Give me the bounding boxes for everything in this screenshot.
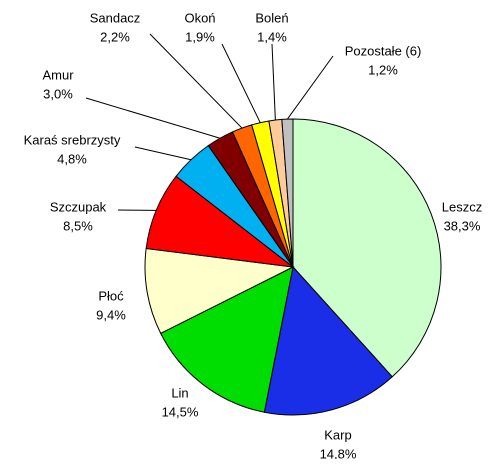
leader-line xyxy=(272,44,275,120)
slice-label: Boleń xyxy=(255,10,288,25)
slice-label: Pozostałe (6) xyxy=(345,43,422,58)
slice-label: Płoć xyxy=(98,288,124,303)
leader-line xyxy=(222,44,260,123)
slice-value-label: 14,8% xyxy=(320,446,357,459)
slice-value-label: 1,2% xyxy=(368,62,398,77)
slice-label: Sandacz xyxy=(90,10,141,25)
slice-value-label: 3,0% xyxy=(43,86,73,101)
slice-value-label: 1,4% xyxy=(257,29,287,44)
slice-value-label: 2,2% xyxy=(100,29,130,44)
slice-value-label: 38,3% xyxy=(444,218,481,233)
slice-label: Okoń xyxy=(184,10,215,25)
slice-value-label: 8,5% xyxy=(63,218,93,233)
leader-line xyxy=(135,147,191,160)
slice-label: Karp xyxy=(324,427,351,442)
slice-label: Lin xyxy=(171,385,188,400)
leader-line xyxy=(150,34,242,128)
slice-label: Karaś srebrzysty xyxy=(24,132,121,147)
leader-line xyxy=(287,56,333,119)
slice-value-label: 14,5% xyxy=(162,404,199,419)
slice-value-label: 9,4% xyxy=(96,307,126,322)
slice-label: Leszcz xyxy=(442,199,482,214)
slice-value-label: 1,9% xyxy=(185,29,215,44)
slice-value-label: 4,8% xyxy=(57,151,87,166)
slice-label: Szczupak xyxy=(50,199,107,214)
slice-label: Amur xyxy=(42,67,74,82)
